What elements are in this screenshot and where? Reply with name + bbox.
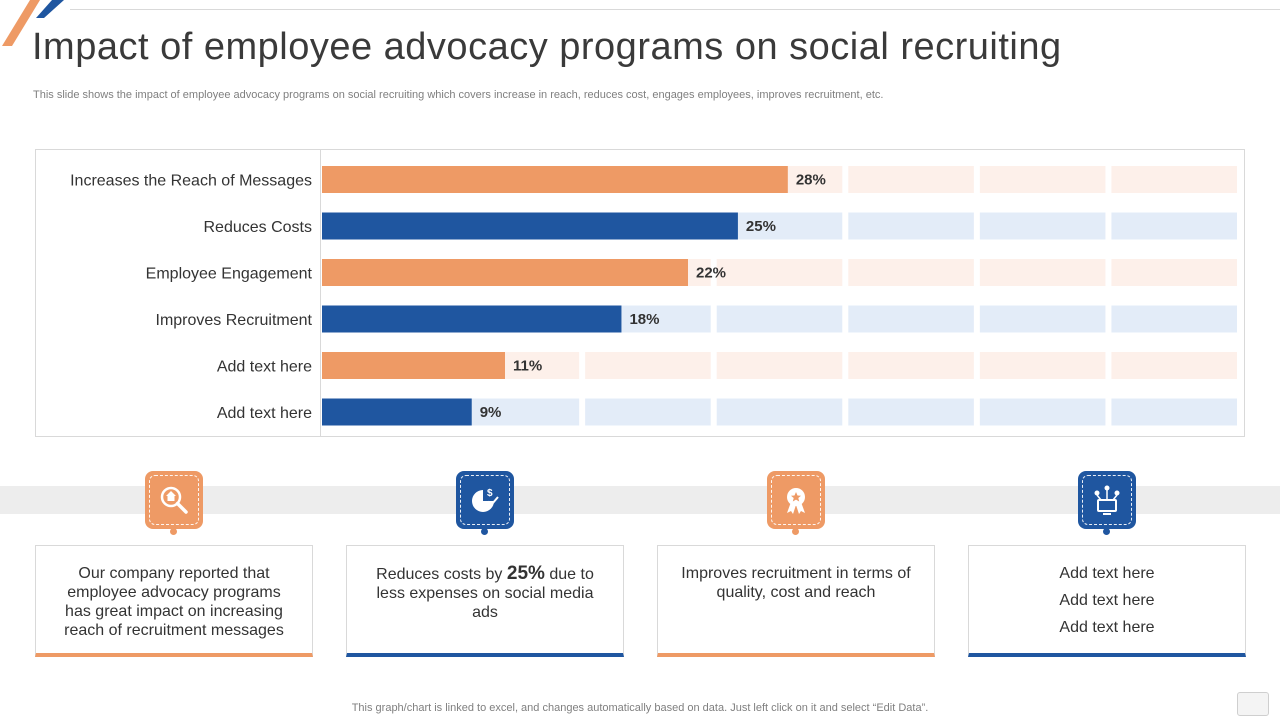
bar-value-label: 18%	[629, 311, 659, 328]
page-title: Impact of employee advocacy programs on …	[32, 26, 1062, 68]
bar-background-segment	[848, 305, 974, 333]
card-highlight-value: 25%	[506, 563, 545, 584]
connector-dot	[1103, 528, 1110, 535]
connector-dot	[481, 528, 488, 535]
bar[interactable]	[322, 398, 472, 426]
bar-background-segment	[848, 212, 974, 240]
bar-background-segment	[1111, 212, 1237, 240]
chart-frame	[35, 149, 1245, 437]
category-label: Add text here	[217, 405, 312, 422]
bar-background-segment	[848, 398, 974, 426]
brand-stripes-logo	[2, 0, 64, 46]
bar-background-segment	[1111, 352, 1237, 379]
bar-background-segment	[453, 398, 580, 426]
footer-note: This graph/chart is linked to excel, and…	[351, 702, 929, 714]
category-label: Reduces Costs	[204, 219, 313, 236]
bar-background-segment	[1111, 166, 1237, 193]
category-label: Add text here	[217, 359, 312, 376]
network-monitor-icon	[1078, 471, 1136, 529]
top-rule	[70, 9, 1280, 10]
bar-background-segment	[979, 259, 1106, 286]
card-text-pre: Reduces costs by	[376, 566, 507, 583]
bar-background-segment	[1111, 259, 1237, 286]
info-card-placeholder: Add text here Add text here Add text her…	[968, 545, 1246, 657]
bar-background-segment	[979, 212, 1106, 240]
bar-background-segment	[716, 305, 843, 333]
bar-background-segment	[716, 398, 843, 426]
bar-value-label: 22%	[696, 265, 726, 282]
icon-band	[0, 486, 1280, 514]
category-label: Increases the Reach of Messages	[70, 173, 312, 190]
bar-background-segment	[979, 166, 1106, 193]
bar-background-segment	[1111, 305, 1237, 333]
bar[interactable]	[322, 305, 622, 333]
bar-background-segment	[585, 352, 711, 379]
bar-chart[interactable]: 28% Increases the Reach of Messages 25% Red…	[35, 149, 1245, 437]
card-line: Add text here	[1059, 592, 1155, 609]
info-card-costs: Reduces costs by 25% due to less expense…	[346, 545, 624, 657]
bar-value-label: 11%	[513, 358, 542, 375]
bar-background-segment	[848, 166, 974, 193]
bar-background-segment	[716, 259, 843, 286]
card-line: Add text here	[1059, 619, 1155, 636]
bar-background-segment	[1111, 398, 1237, 426]
info-card-recruitment: Improves recruitment in terms of quality…	[657, 545, 935, 657]
category-label: Improves Recruitment	[156, 312, 313, 329]
cost-pie-chart-icon: $	[456, 471, 514, 529]
bar-value-label: 28%	[796, 172, 826, 189]
card-text: Improves recruitment in terms of quality…	[681, 565, 911, 601]
bar-background-segment	[979, 352, 1106, 379]
bar-background-segment	[979, 398, 1106, 426]
bar-background-segment	[848, 259, 974, 286]
award-ribbon-icon	[767, 471, 825, 529]
bar[interactable]	[322, 352, 505, 379]
card-text-post: due to less expenses on social media ads	[376, 566, 594, 621]
bar[interactable]	[322, 212, 738, 240]
connector-dot	[792, 528, 799, 535]
card-text: Reduces costs by 25% due to less expense…	[367, 564, 603, 622]
card-line: Add text here	[1059, 565, 1155, 582]
bar-background-segment	[979, 305, 1106, 333]
info-card-reach: Our company reported that employee advoc…	[35, 545, 313, 657]
bar-background-segment	[716, 352, 843, 379]
bar-value-label: 9%	[480, 404, 502, 421]
bar-value-label: 25%	[746, 218, 776, 235]
slide-nav-icon[interactable]	[1237, 692, 1269, 716]
bar[interactable]	[322, 259, 688, 286]
card-text: Our company reported that employee advoc…	[64, 565, 284, 639]
svg-text:$: $	[487, 488, 493, 499]
bar-background-segment	[848, 352, 974, 379]
page-subtitle: This slide shows the impact of employee …	[33, 89, 884, 101]
category-label: Employee Engagement	[146, 266, 313, 283]
connector-dot	[170, 528, 177, 535]
bar[interactable]	[322, 166, 788, 193]
bar-background-segment	[585, 398, 711, 426]
search-home-icon	[145, 471, 203, 529]
